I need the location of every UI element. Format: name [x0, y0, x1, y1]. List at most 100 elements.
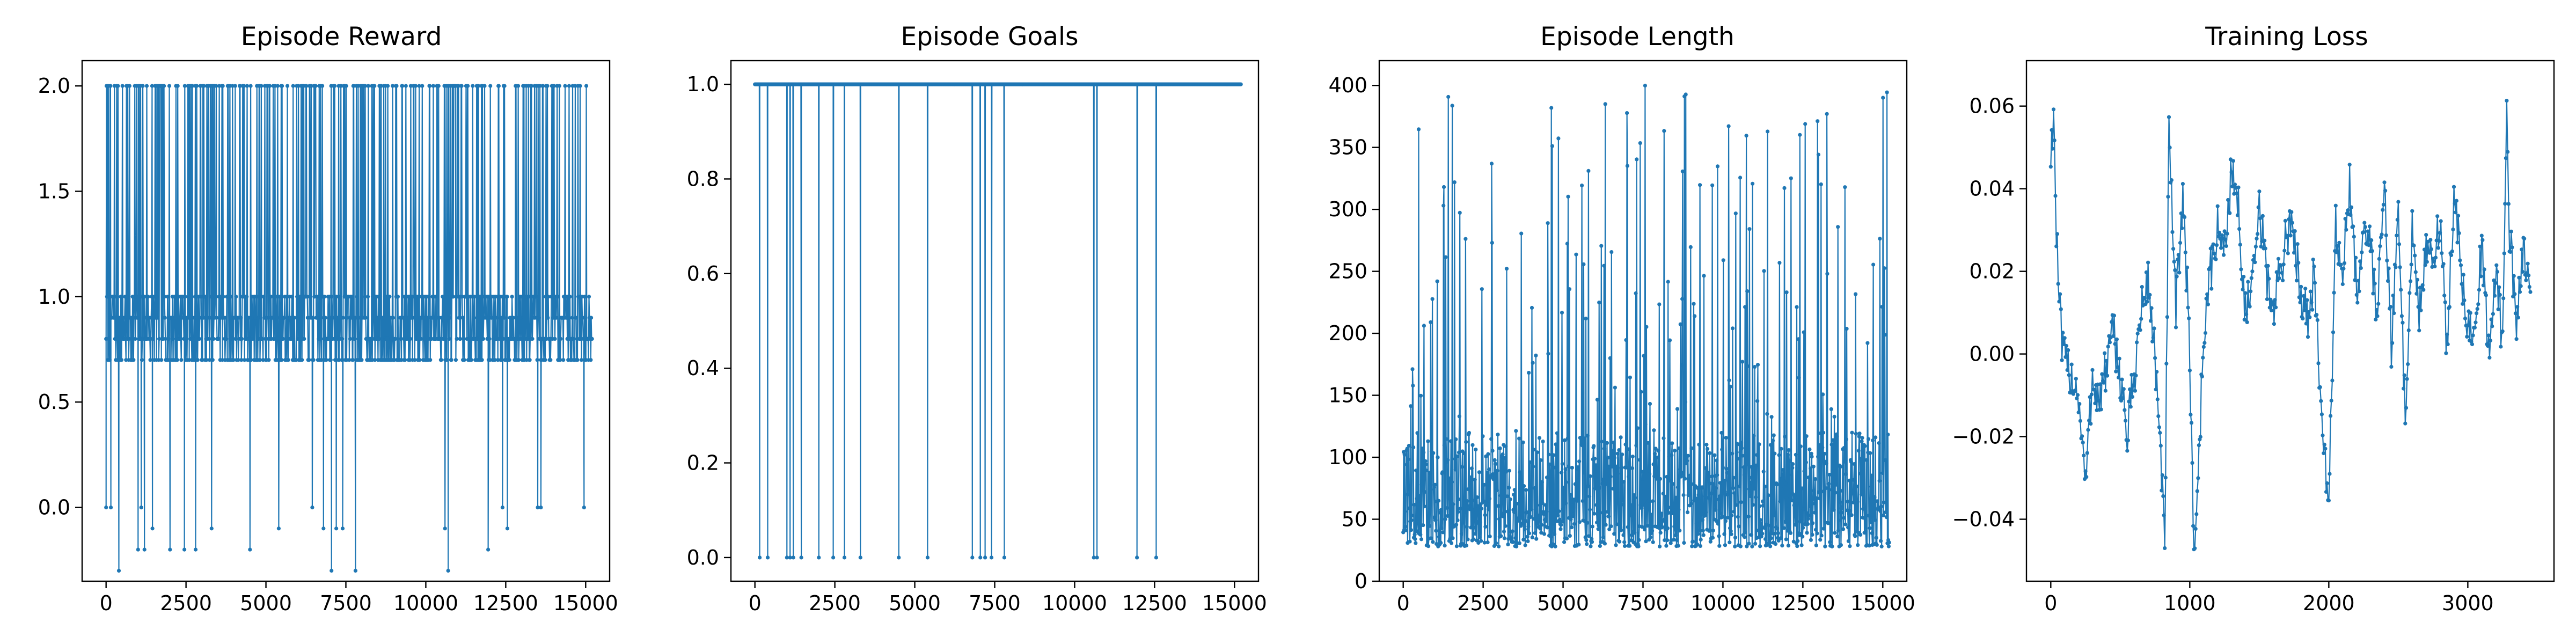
data-point [2263, 238, 2267, 243]
data-point [552, 84, 556, 88]
data-point [1807, 513, 1811, 518]
data-point [1726, 124, 1731, 128]
data-point [1711, 482, 1716, 486]
data-point [446, 568, 450, 573]
data-point [1775, 526, 1780, 531]
data-point [1605, 482, 1609, 486]
data-point [1748, 494, 1753, 499]
data-point [2205, 292, 2209, 296]
data-point [2168, 145, 2172, 150]
data-point [366, 84, 370, 88]
y-tick-label: 1.0 [687, 72, 719, 96]
data-point [1559, 523, 1563, 527]
data-point [2384, 233, 2388, 237]
data-point [403, 358, 407, 362]
data-point [258, 358, 262, 362]
data-point [1554, 442, 1558, 447]
data-point [1703, 466, 1708, 470]
data-point [146, 295, 150, 299]
data-point [2399, 314, 2404, 318]
data-point [1665, 526, 1670, 530]
data-point [1761, 503, 1765, 508]
data-point [1562, 438, 1567, 443]
x-tick-label: 0 [2044, 591, 2057, 615]
data-point [2239, 267, 2243, 272]
data-point [1706, 471, 1710, 475]
data-point [2419, 308, 2423, 312]
data-point [1456, 510, 1460, 514]
data-point [1641, 470, 1645, 474]
data-point [2214, 257, 2218, 261]
data-point [1869, 473, 1874, 478]
data-point [1799, 531, 1803, 536]
data-point [345, 316, 349, 320]
data-point [1820, 445, 1825, 450]
data-point [2214, 243, 2219, 247]
data-point [2274, 270, 2279, 274]
data-point [1766, 493, 1770, 497]
data-point [546, 295, 551, 299]
data-point [2092, 387, 2096, 392]
data-point [2060, 358, 2064, 362]
data-point [858, 555, 862, 560]
data-point [199, 295, 203, 299]
data-point [2414, 291, 2419, 296]
data-point [201, 316, 206, 320]
data-point [1869, 485, 1874, 489]
data-point [1474, 448, 1478, 452]
plot-area [104, 84, 594, 573]
data-point [1418, 505, 1422, 510]
data-point [2128, 405, 2133, 409]
data-point [1680, 297, 1685, 301]
data-point [1472, 499, 1476, 503]
data-point [1532, 486, 1536, 491]
data-point [563, 84, 567, 88]
data-point [1843, 185, 1847, 189]
data-point [295, 295, 299, 299]
panel-title: Episode Goals [901, 22, 1078, 52]
data-point [1708, 481, 1713, 486]
data-point [2428, 238, 2433, 242]
data-point [1513, 536, 1518, 540]
data-point [1524, 519, 1528, 523]
data-point [2089, 392, 2094, 397]
data-point [2292, 251, 2296, 255]
data-point [2505, 99, 2509, 103]
data-point [1728, 526, 1732, 530]
data-point [1885, 90, 1889, 94]
data-point [197, 336, 202, 341]
data-point [172, 295, 177, 299]
data-point [1467, 504, 1472, 508]
data-point [296, 316, 300, 320]
data-point [2380, 232, 2384, 237]
data-point [2145, 299, 2149, 304]
data-point [1710, 536, 1715, 540]
data-point [1679, 474, 1683, 479]
data-point [179, 336, 183, 341]
data-point [1481, 434, 1485, 438]
data-point [1629, 503, 1633, 507]
data-point [1595, 521, 1599, 525]
data-point [488, 84, 493, 88]
data-point [1479, 507, 1484, 511]
data-point [133, 336, 137, 341]
data-point [2311, 258, 2315, 262]
data-point [1458, 210, 1462, 215]
data-point [558, 358, 562, 362]
data-point [2447, 305, 2451, 309]
data-point [341, 316, 345, 320]
x-axis: 0 2500 5000 7500 10000 12500 15000 [100, 581, 618, 615]
data-point [2248, 304, 2252, 309]
data-point [221, 84, 225, 88]
data-point [2520, 269, 2524, 274]
data-point [396, 295, 400, 299]
data-point [1469, 466, 1474, 471]
data-point [263, 336, 267, 341]
data-point [1657, 302, 1662, 306]
data-point [1790, 466, 1795, 470]
data-point [1485, 540, 1490, 545]
data-point [1409, 404, 1413, 408]
data-point [1479, 539, 1483, 543]
data-point [2381, 202, 2385, 207]
data-point [2513, 292, 2517, 296]
